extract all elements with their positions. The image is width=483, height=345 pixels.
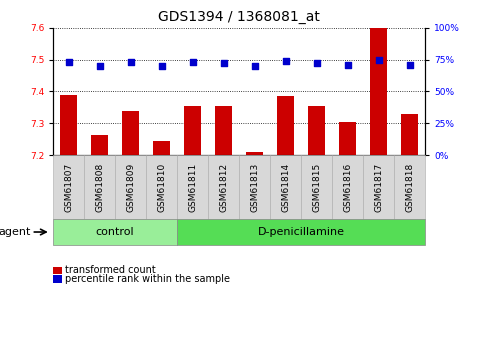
Bar	[215, 106, 232, 155]
Bar	[277, 96, 294, 155]
Point	[65, 59, 72, 65]
Text: D-penicillamine: D-penicillamine	[257, 227, 344, 237]
Bar	[177, 155, 208, 219]
Text: GSM61813: GSM61813	[250, 162, 259, 212]
Text: GSM61818: GSM61818	[405, 162, 414, 212]
Bar	[53, 219, 177, 245]
Bar	[308, 106, 325, 155]
Point	[344, 62, 352, 67]
Bar	[53, 267, 62, 274]
Bar	[115, 155, 146, 219]
Bar	[301, 155, 332, 219]
Bar	[146, 155, 177, 219]
Text: GSM61811: GSM61811	[188, 162, 197, 212]
Title: GDS1394 / 1368081_at: GDS1394 / 1368081_at	[158, 10, 320, 24]
Bar	[239, 155, 270, 219]
Bar	[363, 155, 394, 219]
Text: GSM61814: GSM61814	[281, 162, 290, 212]
Point	[282, 58, 289, 63]
Bar	[53, 155, 84, 219]
Text: GSM61809: GSM61809	[126, 162, 135, 212]
Bar	[370, 28, 387, 155]
Bar	[332, 155, 363, 219]
Text: GSM61815: GSM61815	[312, 162, 321, 212]
Text: GSM61817: GSM61817	[374, 162, 383, 212]
Text: GSM61812: GSM61812	[219, 162, 228, 212]
Point	[220, 61, 227, 66]
Bar	[401, 114, 418, 155]
Bar	[153, 141, 170, 155]
Point	[406, 62, 413, 67]
Bar	[53, 275, 62, 283]
Bar	[394, 155, 425, 219]
Bar	[177, 219, 425, 245]
Text: percentile rank within the sample: percentile rank within the sample	[65, 274, 230, 284]
Point	[375, 57, 383, 62]
Bar	[184, 106, 201, 155]
Bar	[91, 135, 108, 155]
Text: control: control	[96, 227, 134, 237]
Point	[189, 59, 197, 65]
Text: agent: agent	[0, 227, 30, 237]
Text: GSM61816: GSM61816	[343, 162, 352, 212]
Text: GSM61807: GSM61807	[64, 162, 73, 212]
Point	[313, 61, 320, 66]
Point	[251, 63, 258, 69]
Point	[127, 59, 134, 65]
Bar	[122, 111, 139, 155]
Bar	[60, 95, 77, 155]
Bar	[84, 155, 115, 219]
Point	[96, 63, 103, 69]
Text: GSM61810: GSM61810	[157, 162, 166, 212]
Bar	[208, 155, 239, 219]
Text: GSM61808: GSM61808	[95, 162, 104, 212]
Bar	[270, 155, 301, 219]
Point	[158, 63, 166, 69]
Bar	[246, 152, 263, 155]
Bar	[339, 122, 356, 155]
Text: transformed count: transformed count	[65, 266, 156, 275]
